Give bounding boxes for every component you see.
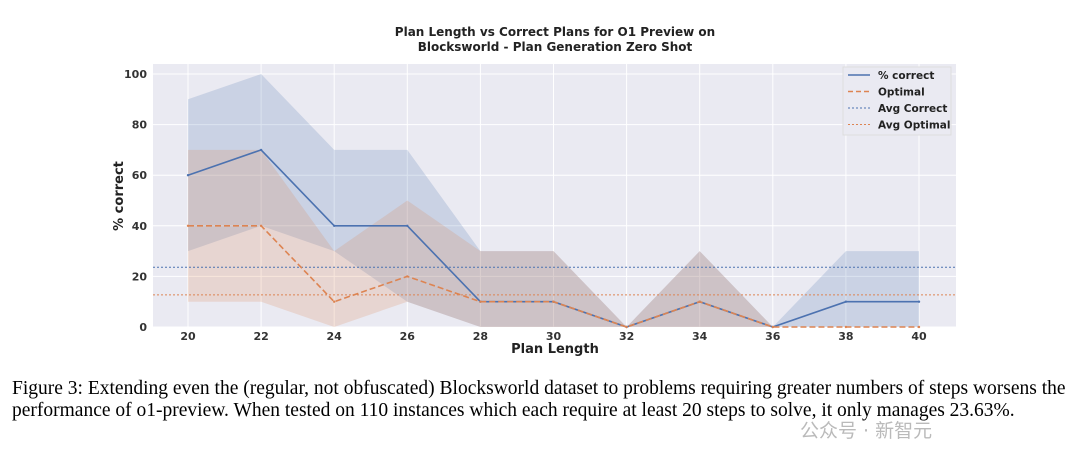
data-point <box>917 325 921 329</box>
x-tick-label: 34 <box>692 330 708 343</box>
data-point <box>406 224 409 227</box>
watermark: 公众号 · 新智元 <box>800 420 933 442</box>
plot-area <box>153 64 956 327</box>
x-tick-label: 20 <box>180 330 196 343</box>
data-point <box>259 224 263 227</box>
x-tick-label: 28 <box>473 330 488 343</box>
data-point <box>844 325 848 329</box>
figure-caption: Figure 3: Extending even the (regular, n… <box>12 378 1066 421</box>
data-point <box>333 300 336 303</box>
y-tick-label: 100 <box>124 68 147 81</box>
data-point <box>771 325 774 329</box>
data-point <box>186 224 190 227</box>
data-point <box>259 148 263 152</box>
data-point <box>333 224 336 227</box>
data-point <box>186 174 190 177</box>
y-tick-label: 60 <box>132 169 148 182</box>
data-point <box>844 300 848 303</box>
x-tick-label: 30 <box>546 330 562 343</box>
x-tick-label: 32 <box>619 330 634 343</box>
x-tick-label: 38 <box>838 330 853 343</box>
y-axis-label: % correct <box>112 161 127 231</box>
confidence-band <box>188 74 919 327</box>
x-tick-label: 24 <box>327 330 343 343</box>
legend-label: Avg Correct <box>878 103 947 115</box>
x-axis-label: Plan Length <box>511 342 599 357</box>
x-tick-label: 26 <box>400 330 416 343</box>
legend-label: Avg Optimal <box>878 120 950 132</box>
legend-label: % correct <box>878 70 934 82</box>
y-tick-label: 40 <box>132 220 148 233</box>
data-point <box>406 275 409 278</box>
y-tick-label: 0 <box>139 321 147 334</box>
data-point <box>917 300 921 303</box>
data-point <box>479 300 482 303</box>
chart-title: Blocksworld - Plan Generation Zero Shot <box>418 40 693 54</box>
chart-title: Plan Length vs Correct Plans for O1 Prev… <box>395 25 715 39</box>
data-point <box>552 300 555 303</box>
legend-label: Optimal <box>878 87 925 99</box>
legend-box <box>842 66 952 136</box>
x-tick-label: 36 <box>765 330 781 343</box>
x-tick-label: 22 <box>253 330 268 343</box>
data-point <box>625 325 628 329</box>
data-point <box>698 300 701 303</box>
line-chart: 0 20 40 60 80 100 20 22 24 26 28 30 32 34 36 38 40 Plan L… <box>112 25 956 357</box>
x-tick-label: 40 <box>911 330 927 343</box>
confidence-band <box>188 149 919 327</box>
y-tick-label: 80 <box>132 119 148 132</box>
y-tick-label: 20 <box>132 270 148 283</box>
